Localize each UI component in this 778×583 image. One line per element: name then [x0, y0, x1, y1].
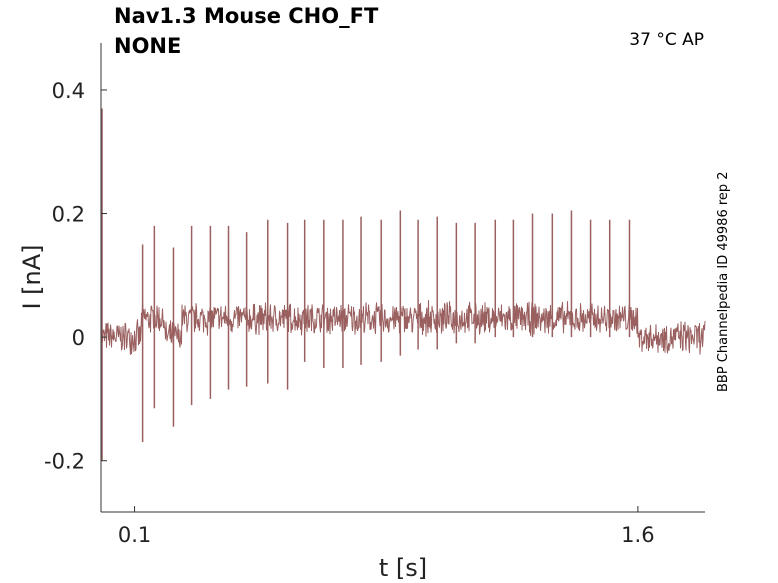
x-tick-label: 1.6 [621, 523, 654, 547]
y-tick-label: 0.4 [52, 79, 85, 103]
chart-subtitle: NONE [114, 34, 182, 58]
y-axis-label: I [nA] [18, 244, 46, 309]
baseline-noise [100, 300, 706, 355]
x-tick-label: 0.1 [118, 523, 151, 547]
y-tick-label: -0.2 [44, 450, 85, 474]
chart-title: Nav1.3 Mouse CHO_FT [114, 4, 379, 28]
y-tick-label: 0 [72, 326, 85, 350]
y-tick-label: 0.2 [52, 203, 85, 227]
condition-label: 37 °C AP [629, 30, 704, 50]
current-trace [100, 108, 706, 461]
x-axis-label: t [s] [379, 554, 427, 582]
